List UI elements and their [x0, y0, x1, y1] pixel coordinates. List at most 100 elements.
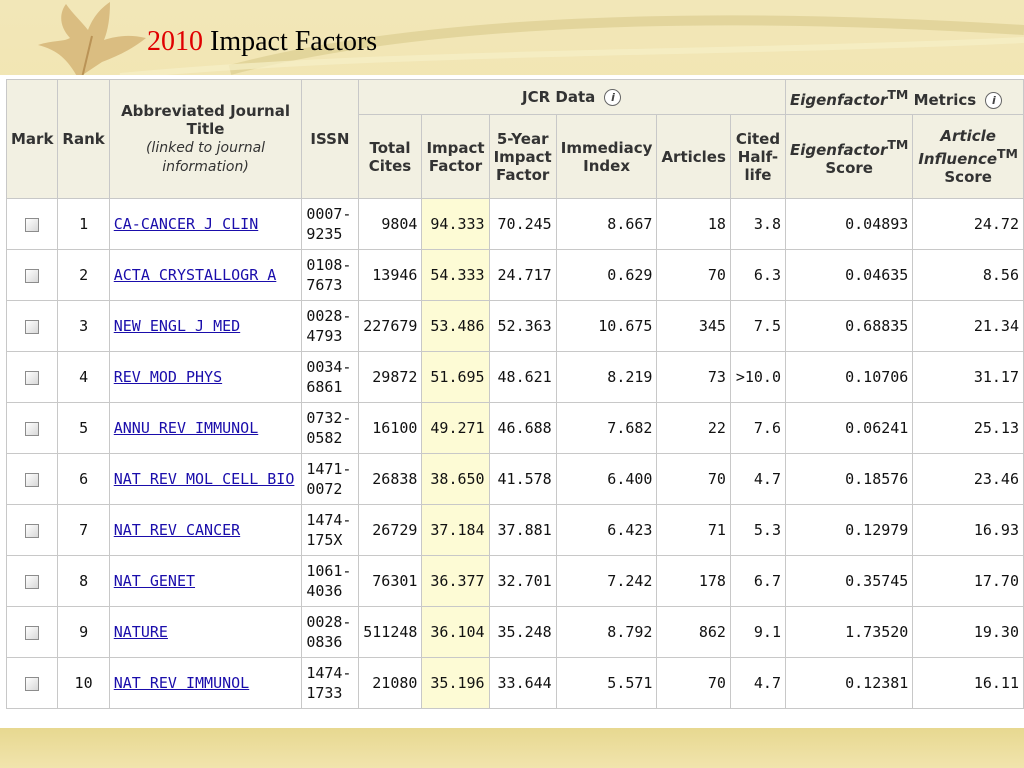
eigenfactor-cell: 0.04893 [784, 198, 914, 250]
table-row: 2 ACTA CRYSTALLOGR A 0108- 7673 13946 54.333 2… [5, 249, 1024, 301]
journal-link[interactable]: ANNU REV IMMUNOL [113, 419, 259, 437]
table-row: 5 ANNU REV IMMUNOL 0732- 0582 16100 49.271 46.… [5, 402, 1024, 454]
immediacy-cell: 8.219 [555, 351, 658, 403]
mark-checkbox-cell [5, 453, 59, 505]
journal-cell: CA-CANCER J CLIN [108, 198, 303, 250]
issn-part-2: 0072 [306, 480, 343, 498]
col-header-mark: Mark [5, 79, 59, 199]
jcr-info-icon[interactable]: i [604, 89, 622, 106]
total-cites-cell: 16100 [357, 402, 423, 454]
journal-link[interactable]: NAT REV IMMUNOL [113, 674, 250, 692]
articles-cell: 345 [656, 300, 731, 352]
article-influence-cell: 25.13 [912, 402, 1024, 454]
eigenfactor-cell: 0.06241 [784, 402, 914, 454]
half-life-cell: 9.1 [729, 606, 786, 658]
table-row: 7 NAT REV CANCER 1474- 175X 26729 37.184 37.88… [5, 504, 1024, 556]
half-life-cell: >10.0 [729, 351, 786, 403]
journal-link[interactable]: NAT REV MOL CELL BIO [113, 470, 295, 488]
journal-cell: NAT REV CANCER [108, 504, 303, 556]
issn-cell: 1061- 4036 [301, 555, 359, 607]
total-cites-cell: 29872 [357, 351, 423, 403]
col-header-journal-title: Abbreviated Journal Title (linked to jou… [108, 79, 303, 199]
articles-cell: 70 [656, 657, 731, 709]
rank-cell: 4 [57, 351, 110, 403]
eigenfactor-info-icon[interactable]: i [985, 91, 1003, 109]
journal-link[interactable]: ACTA CRYSTALLOGR A [113, 266, 277, 284]
issn-cell: 1474- 1733 [301, 657, 359, 709]
issn-part-1: 1474- [306, 664, 352, 682]
journal-link[interactable]: NATURE [113, 623, 168, 641]
half-life-cell: 5.3 [729, 504, 786, 556]
issn-part-2: 4793 [306, 327, 343, 345]
rank-cell: 2 [57, 249, 110, 301]
col-header-journal-title-label: Abbreviated Journal Title [121, 102, 290, 138]
journal-cell: NEW ENGL J MED [108, 300, 303, 352]
issn-cell: 0732- 0582 [301, 402, 359, 454]
articles-cell: 862 [656, 606, 731, 658]
article-influence-cell: 23.46 [912, 453, 1024, 505]
rank-cell: 7 [57, 504, 110, 556]
eigen-group-italic: Eigenfactor [789, 90, 888, 109]
eigenfactor-cell: 0.04635 [784, 249, 914, 301]
mark-checkbox-cell [5, 657, 59, 709]
half-life-cell: 4.7 [729, 657, 786, 709]
journal-link[interactable]: NEW ENGL J MED [113, 317, 241, 335]
articles-cell: 70 [656, 249, 731, 301]
journal-link[interactable]: NAT REV CANCER [113, 521, 241, 539]
journal-link[interactable]: CA-CANCER J CLIN [113, 215, 259, 233]
rank-cell: 3 [57, 300, 110, 352]
mark-checkbox[interactable] [25, 370, 40, 385]
eigen-score-tm: TM [887, 137, 909, 152]
mark-checkbox[interactable] [25, 421, 40, 436]
impact-factor-cell: 54.333 [421, 249, 490, 301]
eigen-group-rest: Metrics [908, 90, 977, 109]
rank-cell: 8 [57, 555, 110, 607]
eigenfactor-cell: 0.10706 [784, 351, 914, 403]
slide-bottom-band [0, 728, 1024, 768]
mark-checkbox-cell [5, 249, 59, 301]
mark-checkbox[interactable] [25, 472, 40, 487]
slide-title: 2010 Impact Factors [147, 26, 377, 58]
mark-checkbox[interactable] [25, 523, 40, 538]
impact-factor-cell: 35.196 [421, 657, 490, 709]
table-row: 10 NAT REV IMMUNOL 1474- 1733 21080 35.196 33.… [5, 657, 1024, 709]
issn-cell: 0007- 9235 [301, 198, 359, 250]
mark-checkbox[interactable] [25, 574, 40, 589]
journal-link[interactable]: NAT GENET [113, 572, 196, 590]
col-header-eigenfactor-score: EigenfactorTM Score [784, 114, 914, 199]
mark-checkbox-cell [5, 351, 59, 403]
col-header-rank: Rank [57, 79, 110, 199]
half-life-cell: 7.6 [729, 402, 786, 454]
issn-cell: 1474- 175X [301, 504, 359, 556]
eigenfactor-cell: 0.18576 [784, 453, 914, 505]
table-row: 3 NEW ENGL J MED 0028- 4793 227679 53.486 52.3… [5, 300, 1024, 352]
table-row: 6 NAT REV MOL CELL BIO 1471- 0072 26838 38.65… [5, 453, 1024, 505]
five-year-cell: 32.701 [488, 555, 557, 607]
mark-checkbox[interactable] [25, 625, 40, 640]
mark-checkbox[interactable] [25, 319, 40, 334]
mark-checkbox-cell [5, 504, 59, 556]
col-header-issn: ISSN [301, 79, 359, 199]
article-influence-cell: 21.34 [912, 300, 1024, 352]
total-cites-cell: 26729 [357, 504, 423, 556]
mark-checkbox[interactable] [25, 268, 40, 283]
journal-link[interactable]: REV MOD PHYS [113, 368, 223, 386]
eigenfactor-cell: 0.12979 [784, 504, 914, 556]
mark-checkbox[interactable] [25, 217, 40, 232]
total-cites-cell: 227679 [357, 300, 423, 352]
mark-checkbox-cell [5, 300, 59, 352]
total-cites-cell: 511248 [357, 606, 423, 658]
articles-cell: 71 [656, 504, 731, 556]
ai-rest: Score [944, 168, 992, 186]
article-influence-cell: 31.17 [912, 351, 1024, 403]
issn-part-1: 0108- [306, 256, 352, 274]
five-year-cell: 37.881 [488, 504, 557, 556]
five-year-cell: 41.578 [488, 453, 557, 505]
col-header-article-influence: Article InfluenceTM Score [912, 114, 1024, 199]
col-header-articles: Articles [656, 114, 731, 199]
mark-checkbox-cell [5, 555, 59, 607]
journal-cell: NAT REV MOL CELL BIO [108, 453, 303, 505]
table-row: 1 CA-CANCER J CLIN 0007- 9235 9804 94.333 70.2… [5, 198, 1024, 250]
impact-factor-cell: 53.486 [421, 300, 490, 352]
mark-checkbox[interactable] [25, 676, 40, 691]
